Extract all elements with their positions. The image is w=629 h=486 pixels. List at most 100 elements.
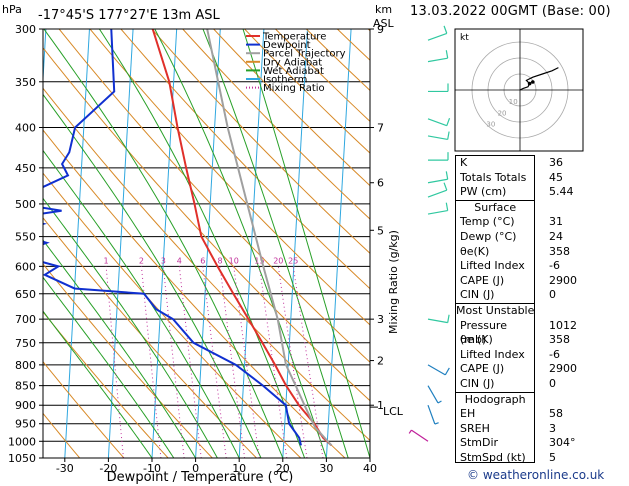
lcl-label: LCL bbox=[383, 405, 404, 418]
pressure-unit: hPa bbox=[2, 3, 22, 16]
mixing-ratio-line bbox=[233, 266, 260, 458]
plot-frame bbox=[42, 28, 371, 459]
mixing-ratio-value: 25 bbox=[288, 256, 298, 265]
wind-barb bbox=[427, 131, 450, 141]
row-value: 2900 bbox=[549, 273, 577, 287]
table-row: StmSpd (kt) 5 bbox=[456, 451, 556, 466]
table-row: CAPE (J) 2900 bbox=[456, 362, 577, 377]
mixing-ratio-line bbox=[202, 266, 227, 458]
row-label: Pressure (mb) bbox=[460, 318, 507, 347]
barb-half-flag bbox=[408, 429, 412, 434]
height-tick-label: 3 bbox=[377, 313, 384, 326]
barb-flag bbox=[443, 25, 448, 34]
hodograph-ring-label: 20 bbox=[498, 109, 507, 117]
isotherm-line bbox=[195, 29, 221, 458]
legend-entry: Mixing Ratio bbox=[263, 83, 325, 94]
dry-adiabat-line bbox=[43, 216, 257, 458]
row-label: CAPE (J) bbox=[460, 362, 505, 376]
row-value: 1012 bbox=[549, 318, 577, 332]
pressure-tick-label: 500 bbox=[15, 198, 36, 211]
index-totals: Totals Totals 45 bbox=[460, 170, 563, 184]
mixing-ratio-line bbox=[258, 266, 288, 458]
row-value: 304° bbox=[549, 436, 576, 450]
barb-staff bbox=[427, 209, 448, 215]
wind-barb bbox=[427, 202, 449, 215]
row-label: Lifted Index bbox=[460, 347, 525, 361]
pressure-tick-label: 300 bbox=[15, 23, 36, 36]
mixing-ratio-line bbox=[105, 266, 124, 458]
dry-adiabat-line bbox=[43, 263, 213, 458]
barb-flag bbox=[447, 314, 450, 323]
temperature-tick-label: -30 bbox=[56, 462, 74, 475]
unstable-title: Most Unstable bbox=[456, 302, 535, 317]
background-lines bbox=[43, 29, 439, 458]
table-row: EH 58 bbox=[456, 407, 563, 422]
mixing-ratio-line bbox=[178, 266, 202, 458]
table-row: θe (K) 358 bbox=[456, 333, 570, 348]
dry-adiabat-line bbox=[58, 29, 370, 363]
wind-barb bbox=[427, 364, 450, 376]
isotherm-line bbox=[325, 29, 352, 458]
legend-entry: Temperature bbox=[262, 32, 326, 43]
dry-adiabat-line bbox=[182, 29, 370, 220]
pressure-tick-label: 700 bbox=[15, 313, 36, 326]
profile-dewpoint bbox=[43, 29, 302, 446]
mixing-ratio-line bbox=[140, 266, 162, 458]
barb-staff bbox=[427, 405, 436, 425]
mixing-ratio-labels: 1 2 3 4 6 8 10 15 20 25 bbox=[104, 256, 299, 265]
row-value: -6 bbox=[549, 259, 560, 273]
table-row: Lifted Index -6 bbox=[456, 347, 560, 363]
barb-staff bbox=[427, 32, 447, 41]
barb-staff bbox=[427, 178, 448, 184]
wind-barb bbox=[428, 152, 449, 161]
row-value: 2900 bbox=[549, 362, 577, 376]
wind-barb bbox=[427, 50, 449, 63]
dry-adiabat-line bbox=[244, 29, 370, 154]
height-tick-label: 1 bbox=[377, 399, 384, 412]
isotherm-line bbox=[414, 29, 439, 458]
temperature-axis: -30 -20 -10 0 10 20 30 40 bbox=[56, 458, 377, 475]
unstable-table: Pressure (mb) 1012 θe (K) 358 Lifted Index -6… bbox=[456, 318, 577, 392]
barb-flag bbox=[445, 202, 449, 211]
pressure-tick-label: 600 bbox=[15, 260, 36, 273]
surface-title: Surface bbox=[456, 199, 535, 216]
wind-barb bbox=[427, 405, 439, 425]
profile-temperature bbox=[151, 29, 333, 447]
mixing-ratio-value: 6 bbox=[200, 256, 205, 265]
dry-adiabat-line bbox=[213, 29, 370, 187]
height-tick-label: 2 bbox=[377, 355, 384, 368]
row-label: CIN (J) bbox=[460, 288, 495, 302]
barb-flag bbox=[444, 367, 450, 376]
pressure-tick-label: 750 bbox=[15, 337, 36, 350]
dry-adiabat-line bbox=[43, 311, 169, 458]
table-row: StmDir 304° bbox=[456, 436, 576, 451]
barb-staff bbox=[427, 385, 439, 404]
row-value: 0 bbox=[549, 288, 556, 302]
storm-motion-marker bbox=[531, 80, 535, 84]
hodograph-unit: kt bbox=[460, 33, 469, 43]
wet-adiabat-line bbox=[43, 239, 197, 458]
row-value: 5 bbox=[549, 450, 556, 464]
profile-parcel-trajectory bbox=[206, 29, 333, 447]
table-row: Dewp (°C) 24 bbox=[456, 230, 563, 245]
mixing-ratio-line bbox=[162, 266, 185, 458]
temperature-tick-label: 20 bbox=[276, 462, 290, 475]
row-value: 358 bbox=[549, 333, 570, 347]
index-pw: PW (cm) 5.44 bbox=[460, 185, 574, 199]
pressure-tick-label: 900 bbox=[15, 399, 36, 412]
wet-adiabat-line bbox=[202, 29, 349, 458]
dry-adiabat-line bbox=[43, 129, 346, 458]
pressure-tick-label: 350 bbox=[15, 76, 36, 89]
temperature-tick-label: 40 bbox=[363, 462, 377, 475]
dry-adiabat-line bbox=[43, 172, 302, 458]
barb-staff bbox=[427, 364, 446, 376]
pressure-tick-label: 950 bbox=[15, 418, 36, 431]
height-tick-label: 7 bbox=[377, 122, 384, 135]
dry-adiabat-line bbox=[43, 412, 81, 458]
legend-entry: Dewpoint bbox=[263, 40, 311, 51]
legend-entry: Wet Adiabat bbox=[263, 66, 324, 77]
barb-staff bbox=[427, 135, 448, 141]
dry-adiabat-line bbox=[151, 29, 370, 255]
